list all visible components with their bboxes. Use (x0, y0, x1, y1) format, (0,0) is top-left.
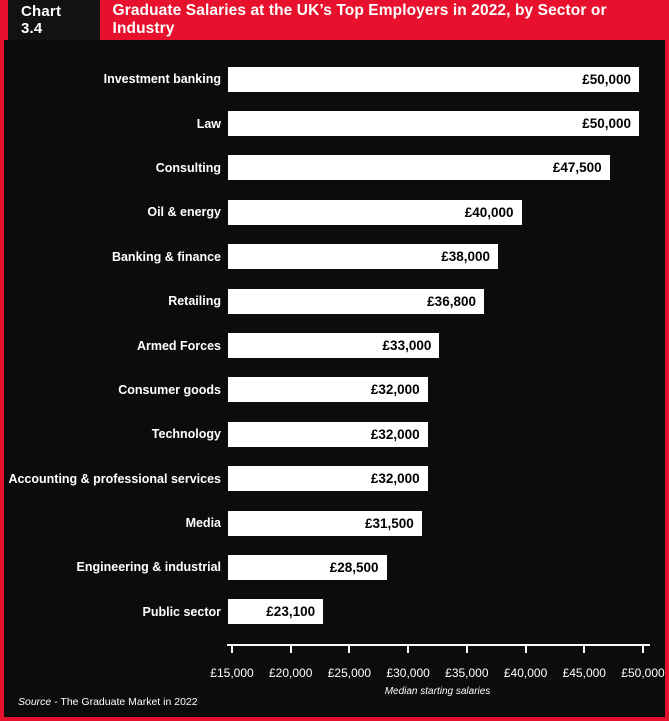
category-label: Armed Forces (136, 338, 221, 353)
axis-tick (583, 644, 586, 654)
axis-tick (407, 644, 410, 654)
axis-tick (642, 644, 644, 654)
category-label: Engineering & industrial (76, 560, 221, 575)
bar-track: £33,000 (228, 333, 639, 359)
source-prefix: Source (18, 696, 52, 708)
bar: £50,000 (228, 111, 639, 137)
axis-tick-label: £50,000 (621, 666, 665, 681)
axis-tick (465, 644, 468, 654)
bar: £32,000 (228, 421, 428, 447)
bar-value-label: £40,000 (464, 204, 514, 220)
axis-tick-label: £35,000 (445, 666, 489, 681)
bar-row: Law £50,000 (4, 101, 665, 145)
bar: £32,000 (228, 466, 428, 492)
bar-row: Consulting £47,500 (4, 146, 665, 190)
bar-row: Banking & finance £38,000 (4, 235, 665, 279)
chart-header: Chart 3.4 Graduate Salaries at the UK’s … (0, 0, 669, 42)
bar-track: £36,800 (228, 288, 639, 314)
category-label: Law (196, 116, 221, 131)
bar-row: Media £31,500 (4, 501, 665, 545)
bar-row: Technology £32,000 (4, 412, 665, 456)
bar-value-label: £50,000 (582, 116, 631, 132)
bar-row: Consumer goods £32,000 (4, 368, 665, 412)
category-label: Retailing (168, 294, 221, 309)
axis-tick (289, 644, 292, 654)
source-note: Source - The Graduate Market in 2022 (18, 696, 198, 708)
bar: £31,500 (228, 510, 422, 536)
bar-track: £32,000 (228, 377, 639, 403)
category-label: Accounting & professional services (8, 471, 221, 486)
bar-value-label: £38,000 (441, 249, 491, 265)
bar-value-label: £50,000 (582, 71, 631, 87)
bar-row: Armed Forces £33,000 (4, 323, 665, 367)
bar-row: Investment banking £50,000 (4, 57, 665, 101)
bar-track: £50,000 (228, 66, 639, 92)
axis-tick (524, 644, 527, 654)
bar-value-label: £33,000 (382, 338, 432, 354)
category-label: Oil & energy (147, 205, 221, 220)
bar-rows: Investment banking £50,000 Law £50,000 Consu… (4, 40, 665, 634)
bar-value-label: £32,000 (370, 471, 420, 487)
category-label: Consulting (155, 160, 221, 175)
category-label: Investment banking (103, 72, 221, 87)
bar-track: £32,000 (228, 421, 639, 447)
bar-row: Accounting & professional services £32,00… (4, 457, 665, 501)
bar-value-label: £28,500 (329, 559, 379, 575)
chart-number-badge: Chart 3.4 (8, 0, 100, 42)
axis-tick-label: £15,000 (210, 666, 254, 681)
source-text: - The Graduate Market in 2022 (51, 696, 198, 708)
x-axis-line (227, 644, 650, 647)
x-axis: £15,000 £20,000 £25,000 £30,000 £35,000 £40,0… (210, 644, 665, 704)
bar-value-label: £31,500 (364, 515, 414, 531)
bar-row: Retailing £36,800 (4, 279, 665, 323)
bar-track: £23,100 (228, 599, 639, 625)
bar-track: £47,500 (228, 155, 639, 181)
category-label: Media (185, 516, 221, 531)
bar-row: Oil & energy £40,000 (4, 190, 665, 234)
axis-tick-label: £30,000 (386, 666, 430, 681)
bar-value-label: £23,100 (266, 604, 316, 620)
bar-track: £40,000 (228, 199, 639, 225)
bar: £32,000 (228, 377, 428, 403)
axis-tick (231, 644, 233, 654)
axis-tick-label: £20,000 (269, 666, 313, 681)
bar-value-label: £32,000 (370, 426, 420, 442)
bar-value-label: £36,800 (427, 293, 476, 309)
x-axis-title: Median starting salaries (384, 686, 491, 698)
bar-row: Public sector £23,100 (4, 590, 665, 634)
bar-track: £28,500 (228, 554, 639, 580)
bar: £47,500 (228, 155, 610, 181)
chart-title: Graduate Salaries at the UK’s Top Employ… (112, 2, 607, 37)
bar: £23,100 (228, 599, 324, 625)
category-label: Public sector (142, 604, 222, 619)
bar-track: £32,000 (228, 466, 639, 492)
category-label: Technology (151, 427, 221, 442)
axis-tick-label: £25,000 (327, 666, 372, 681)
category-label: Banking & finance (111, 249, 221, 264)
category-label: Consumer goods (118, 382, 221, 397)
bar-track: £50,000 (228, 111, 639, 137)
bar-row: Engineering & industrial £28,500 (4, 545, 665, 589)
axis-tick-label: £40,000 (503, 666, 548, 681)
bar: £36,800 (228, 288, 484, 314)
axis-tick-label: £45,000 (562, 666, 606, 681)
bar: £38,000 (228, 244, 499, 270)
axis-tick (348, 644, 351, 654)
bar-value-label: £47,500 (552, 160, 602, 176)
bar-value-label: £32,000 (370, 382, 420, 398)
chart-panel: Investment banking £50,000 Law £50,000 Consu… (4, 40, 665, 717)
bar: £50,000 (228, 66, 639, 92)
bar: £40,000 (228, 199, 522, 225)
bar: £28,500 (228, 554, 387, 580)
bar-track: £31,500 (228, 510, 639, 536)
bar-track: £38,000 (228, 244, 639, 270)
bar: £33,000 (228, 333, 440, 359)
